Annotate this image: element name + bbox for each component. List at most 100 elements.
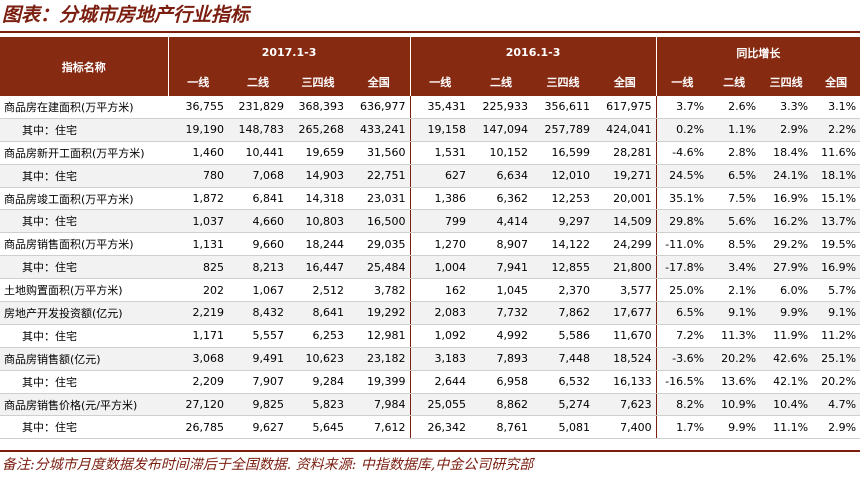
table-cell: 7,068 — [228, 164, 288, 188]
table-cell: 12,855 — [532, 255, 595, 280]
table-cell: 1,386 — [410, 187, 471, 211]
table-cell: 15.1% — [812, 187, 860, 211]
table-cell: 7,732 — [470, 301, 533, 325]
table-cell: 799 — [410, 209, 471, 234]
table-row: 其中：住宅 1,171 5,557 6,253 12,981 1,092 4,992 5,58… — [0, 324, 860, 348]
table-cell: 3,183 — [410, 347, 471, 371]
table-row: 商品房销售额(亿元) 3,068 9,491 10,623 23,182 3,183 7,8… — [0, 347, 860, 371]
table-cell: 14,318 — [288, 187, 348, 211]
table-cell: 5.7% — [812, 278, 860, 303]
table-cell: 1,131 — [168, 232, 228, 257]
table-cell: 25,055 — [410, 393, 471, 417]
row-label: 土地购置面积(万平方米) — [0, 278, 168, 303]
table-cell: 6.5% — [708, 164, 761, 188]
row-label: 商品房新开工面积(万平方米) — [0, 141, 168, 165]
row-label: 其中：住宅 — [0, 164, 168, 188]
table-cell: -11.0% — [656, 232, 709, 257]
sub-header-row: 一线 二线 三四线 全国 一线 二线 三四线 全国 一线 二线 三四线 全国 — [0, 68, 860, 96]
table-cell: 6,253 — [288, 324, 348, 348]
table-cell: 2.6% — [708, 96, 761, 119]
table-cell: 265,268 — [288, 118, 348, 142]
table-cell: 7,623 — [594, 393, 657, 417]
table-cell: 1.7% — [656, 415, 709, 440]
table-cell: 10.9% — [708, 393, 761, 417]
table-cell: 1,045 — [470, 278, 533, 303]
table-cell: 8.5% — [708, 232, 761, 257]
table-cell: 5,274 — [532, 393, 595, 417]
indicator-table: 指标名称 2017.1-3 2016.1-3 同比增长 一线 二线 三四线 全国 一线二… — [0, 37, 860, 440]
row-label: 商品房销售价格(元/平方米) — [0, 393, 168, 417]
table-cell: 5,081 — [532, 415, 595, 440]
table-cell: 2.2% — [812, 118, 860, 142]
table-cell: 9,660 — [228, 232, 288, 257]
table-cell: 2.9% — [812, 415, 860, 440]
sub-header-cell: 二线 — [228, 68, 288, 96]
table-cell: 2,644 — [410, 370, 471, 394]
table-cell: 2,209 — [168, 370, 228, 394]
table-cell: 16,599 — [532, 141, 595, 165]
table-cell: 257,789 — [532, 118, 595, 142]
table-cell: 11.2% — [812, 324, 860, 348]
table-cell: 1,092 — [410, 324, 471, 348]
table-cell: 5.6% — [708, 209, 761, 234]
table-cell: 19,271 — [594, 164, 657, 188]
group-header-2017: 2017.1-3 — [168, 37, 411, 68]
table-row: 商品房新开工面积(万平方米) 1,460 10,441 19,659 31,560 1,5… — [0, 141, 860, 165]
table-cell: 6.0% — [760, 278, 813, 303]
table-cell: -4.6% — [656, 141, 709, 165]
table-cell: 16.2% — [760, 209, 813, 234]
table-cell: 12,253 — [532, 187, 595, 211]
table-cell: 2,512 — [288, 278, 348, 303]
table-cell: 11.3% — [708, 324, 761, 348]
table-cell: 148,783 — [228, 118, 288, 142]
table-cell: 424,041 — [594, 118, 657, 142]
table-row: 其中：住宅 2,209 7,907 9,284 19,399 2,644 6,958 6,53… — [0, 370, 860, 394]
table-cell: 3,782 — [348, 278, 411, 303]
table-cell: 29,035 — [348, 232, 411, 257]
table-cell: 4.7% — [812, 393, 860, 417]
table-cell: 8,862 — [470, 393, 533, 417]
table-cell: 11.9% — [760, 324, 813, 348]
table-cell: 3,577 — [594, 278, 657, 303]
table-cell: 6,532 — [532, 370, 595, 394]
table-cell: 9.1% — [708, 301, 761, 325]
table-cell: 2.1% — [708, 278, 761, 303]
table-cell: 627 — [410, 164, 471, 188]
table-cell: 35.1% — [656, 187, 709, 211]
table-cell: 1.1% — [708, 118, 761, 142]
table-row: 其中：住宅 1,037 4,660 10,803 16,500 799 4,414 9,297… — [0, 209, 860, 234]
table-cell: 617,975 — [594, 96, 657, 119]
table-cell: 433,241 — [348, 118, 411, 142]
sub-header-cell: 二线 — [708, 68, 761, 96]
table-cell: 9.1% — [812, 301, 860, 325]
sub-header-cell: 一线 — [410, 68, 471, 96]
table-row: 其中：住宅 19,190 148,783 265,268 433,241 19,158 14… — [0, 118, 860, 142]
table-cell: 2,370 — [532, 278, 595, 303]
sub-header-cell: 一线 — [168, 68, 228, 96]
table-cell: 25.1% — [812, 347, 860, 371]
table-cell: 6,362 — [470, 187, 533, 211]
table-cell: -16.5% — [656, 370, 709, 394]
table-cell: 356,611 — [532, 96, 595, 119]
row-label: 其中：住宅 — [0, 209, 168, 234]
table-row: 其中：住宅 26,785 9,627 5,645 7,612 26,342 8,761 5,0… — [0, 415, 860, 440]
table-cell: 36,755 — [168, 96, 228, 119]
table-cell: 16.9% — [812, 255, 860, 280]
table-cell: 31,560 — [348, 141, 411, 165]
table-cell: 368,393 — [288, 96, 348, 119]
table-cell: 6,841 — [228, 187, 288, 211]
table-cell: 2.9% — [760, 118, 813, 142]
sub-header-cell: 全国 — [812, 68, 860, 96]
page-title: 图表：分城市房地产行业指标 — [2, 4, 250, 26]
row-label: 其中：住宅 — [0, 370, 168, 394]
table-cell: 9,491 — [228, 347, 288, 371]
table-cell: 16,447 — [288, 255, 348, 280]
footnote: 备注:分城市月度数据发布时间滞后于全国数据. 资料来源: 中指数据库,中金公司研… — [2, 457, 534, 473]
table-cell: 18.4% — [760, 141, 813, 165]
table-cell: 13.6% — [708, 370, 761, 394]
table-cell: 18,244 — [288, 232, 348, 257]
row-label: 商品房销售额(亿元) — [0, 347, 168, 371]
table-cell: 225,933 — [470, 96, 533, 119]
table-cell: 8,432 — [228, 301, 288, 325]
table-cell: 5,823 — [288, 393, 348, 417]
